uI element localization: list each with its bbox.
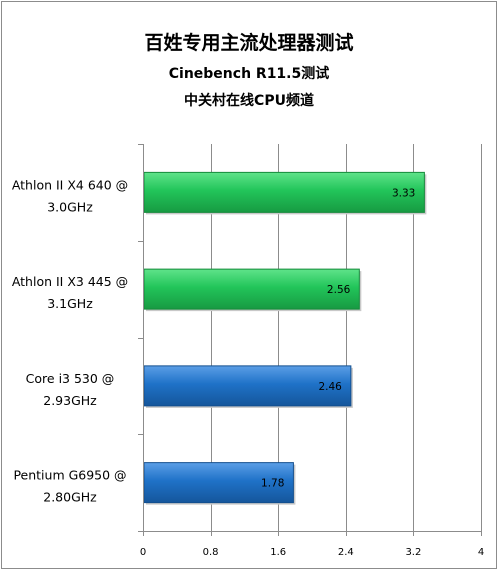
x-tick-label-2: 1.6 [270,547,286,558]
category-label-0-line-0: Athlon II X4 640 @ [12,177,128,192]
value-label-1: 2.56 [327,284,351,296]
value-label-0: 3.33 [392,187,415,199]
x-tick-label-5: 4 [478,547,484,558]
x-tick-label-0: 0 [140,547,146,558]
category-label-1-line-0: Athlon II X3 445 @ [12,274,128,289]
chart-title: 百姓专用主流处理器测试 [144,32,354,54]
x-tick-label-1: 0.8 [203,547,219,558]
bar-2 [143,365,352,407]
chart-subtitle: Cinebench R11.5测试 [168,66,330,82]
category-label-2-line-1: 2.93GHz [43,393,97,408]
category-label-3: Pentium G6950 @ 2.80GHz [13,468,126,505]
x-tick-label-3: 2.4 [338,547,354,558]
category-label-2-line-0: Core i3 530 @ [26,371,115,386]
category-label-3-line-0: Pentium G6950 @ [13,468,126,483]
bar-1 [143,268,360,310]
category-label-1: Athlon II X3 445 @ 3.1GHz [12,274,128,311]
chart-source: 中关村在线CPU频道 [184,93,314,109]
category-label-2: Core i3 530 @ 2.93GHz [26,371,115,408]
bar-0 [143,171,425,213]
category-label-3-line-1: 2.80GHz [43,490,97,505]
category-label-0: Athlon II X4 640 @ 3.0GHz [12,177,128,214]
value-label-3: 1.78 [261,478,284,490]
value-label-2: 2.46 [318,381,342,393]
x-tick-label-4: 3.2 [405,547,421,558]
category-label-0-line-1: 3.0GHz [47,199,93,214]
category-label-1-line-1: 3.1GHz [47,296,93,311]
bar-3 [143,462,294,504]
